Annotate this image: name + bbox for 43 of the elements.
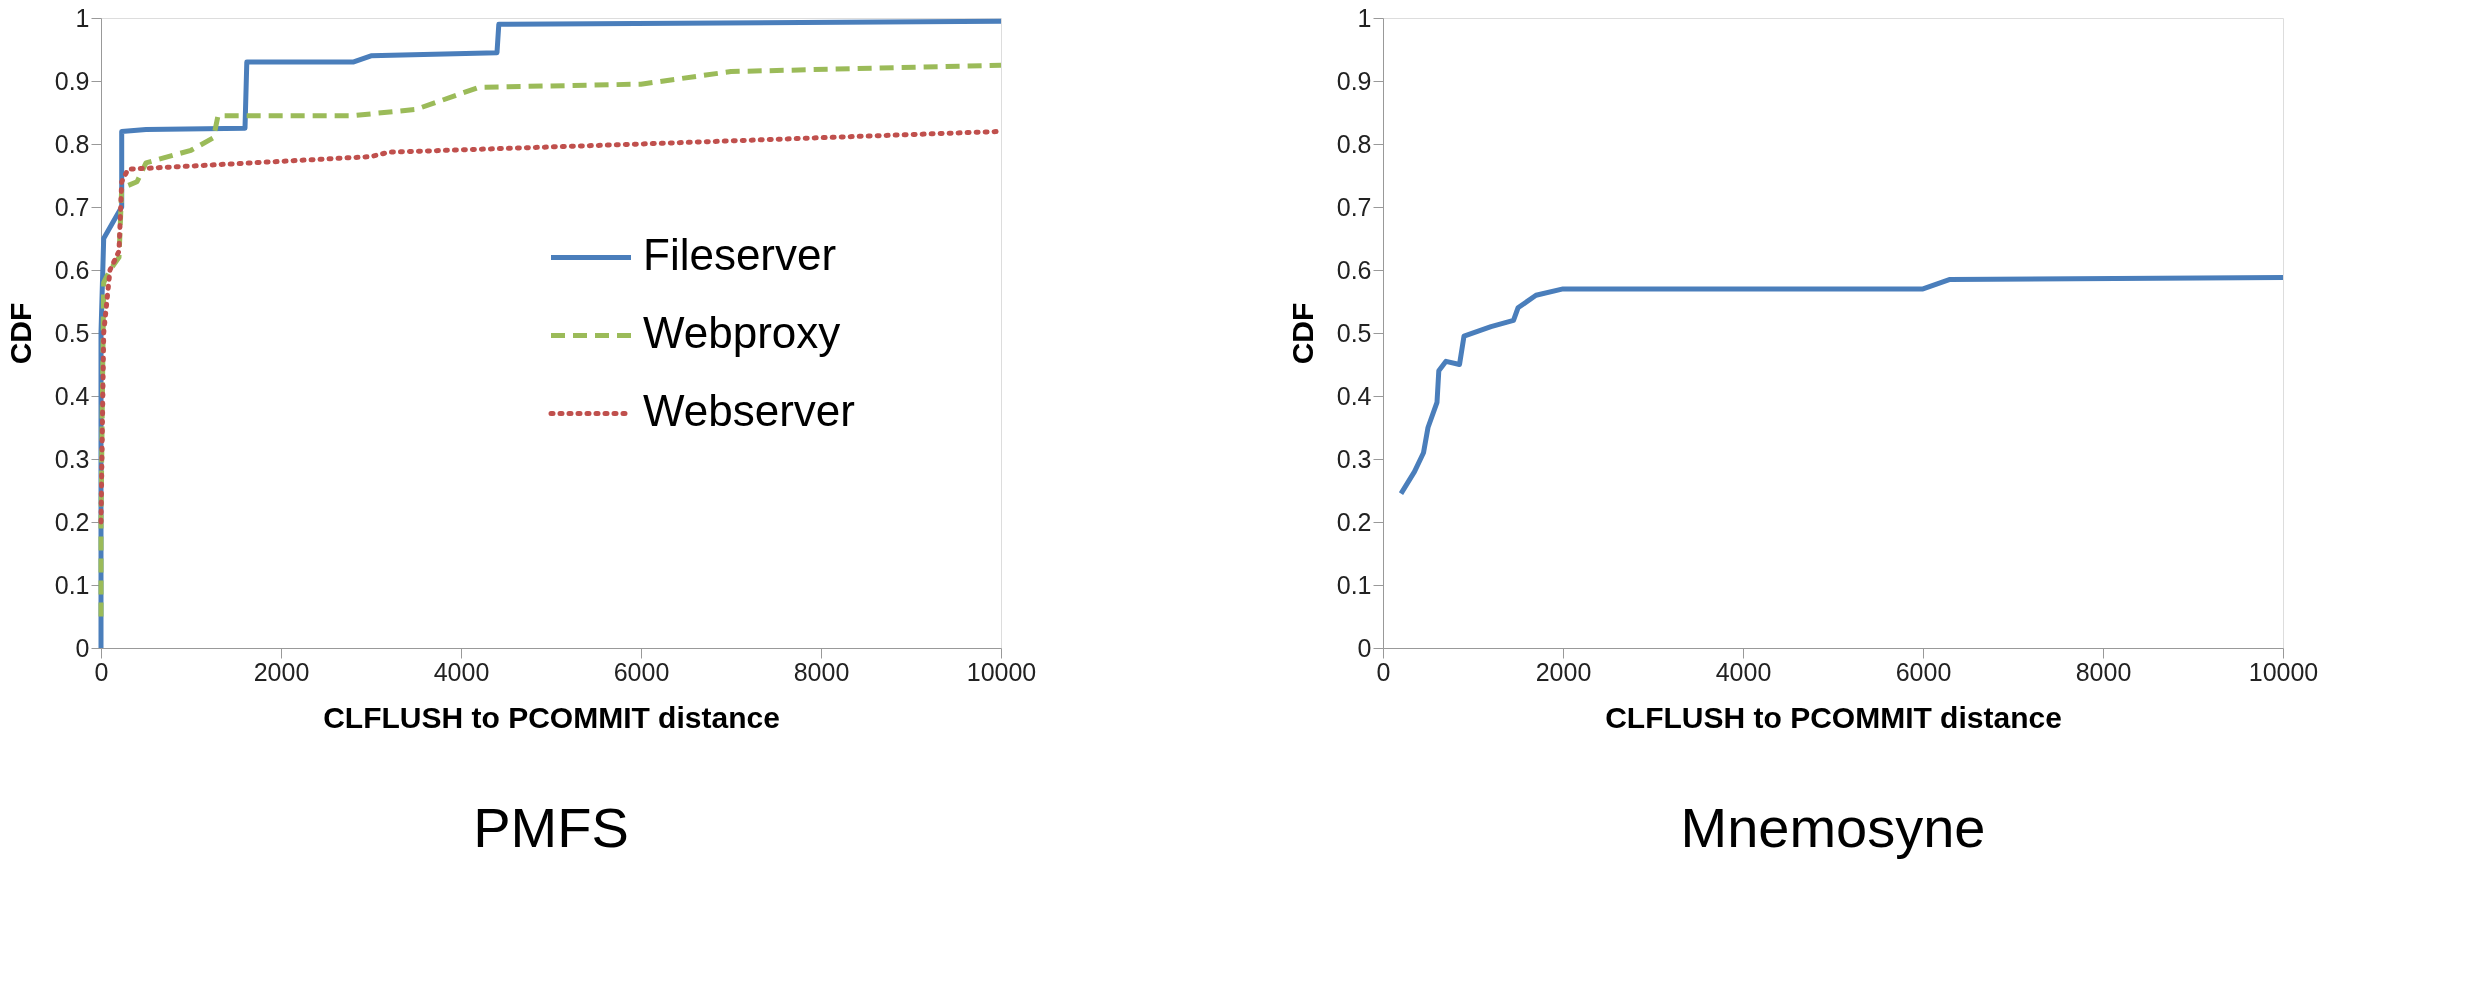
y-tick-label: 1 <box>75 3 90 32</box>
text: Mnemosyne <box>1680 796 1986 859</box>
y-tick-label: 0.7 <box>1336 192 1372 221</box>
x-axis-title: CLFLUSH to PCOMMIT distance <box>1605 700 2062 734</box>
y-tick-label: 0.6 <box>54 255 90 284</box>
x-tick-label: 4000 <box>1715 657 1772 686</box>
y-tick-label: 0 <box>75 633 90 662</box>
y-tick-label: 0.1 <box>54 570 90 599</box>
y-tick-label: 0.9 <box>1336 66 1372 95</box>
x-tick-label: 2000 <box>253 657 310 686</box>
x-tick-label: 4000 <box>433 657 490 686</box>
x-tick-label: 6000 <box>613 657 670 686</box>
y-tick-label: 0.1 <box>1336 570 1372 599</box>
y-tick-label: 0.3 <box>1336 444 1372 473</box>
y-tick-label: 0.2 <box>54 507 90 536</box>
y-tick-label: 0.5 <box>1336 318 1372 347</box>
y-tick-label: 0.2 <box>1336 507 1372 536</box>
y-axis-title: CDF <box>1285 302 1319 365</box>
x-tick-label: 0 <box>1376 657 1391 686</box>
x-tick-label: 8000 <box>2075 657 2132 686</box>
x-tick-label: 2000 <box>1535 657 1592 686</box>
y-tick-label: 0 <box>1357 633 1372 662</box>
y-tick-label: 0.3 <box>54 444 90 473</box>
y-tick-label: 0.4 <box>1336 381 1372 410</box>
y-tick-label: 0.8 <box>1336 129 1372 158</box>
legend-label: Webproxy <box>643 308 841 358</box>
text: PMFS <box>473 796 629 859</box>
x-tick-label: 8000 <box>793 657 850 686</box>
x-tick-label: 0 <box>94 657 109 686</box>
y-tick-label: 0.4 <box>54 381 90 410</box>
y-tick-label: 0.9 <box>54 66 90 95</box>
x-tick-label: 6000 <box>1895 657 1952 686</box>
y-tick-label: 0.8 <box>54 129 90 158</box>
x-axis-title: CLFLUSH to PCOMMIT distance <box>323 700 780 734</box>
y-tick-label: 0.7 <box>54 192 90 221</box>
y-tick-label: 1 <box>1357 3 1372 32</box>
y-tick-label: 0.6 <box>1336 255 1372 284</box>
legend-label: Fileserver <box>643 230 837 280</box>
x-tick-label: 10000 <box>966 657 1037 686</box>
y-tick-label: 0.5 <box>54 318 90 347</box>
x-tick-label: 10000 <box>2248 657 2319 686</box>
y-axis-title: CDF <box>3 302 37 365</box>
legend-label: Webserver <box>643 386 855 436</box>
